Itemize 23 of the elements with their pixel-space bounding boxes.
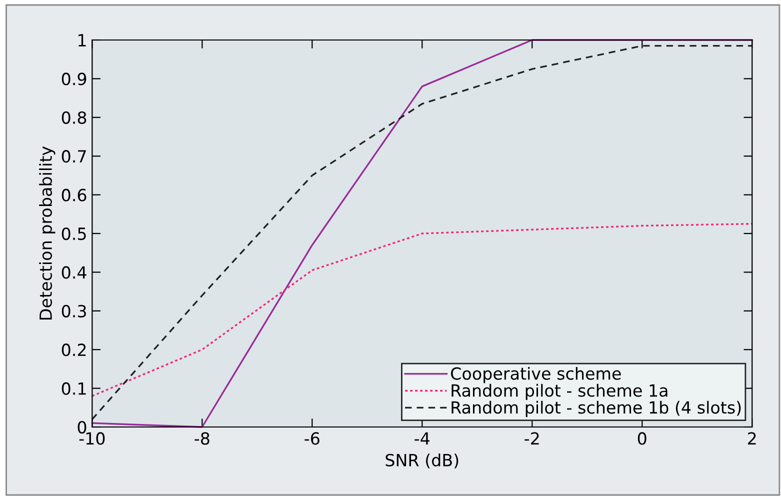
y-tick-label: 0.6 xyxy=(62,188,86,202)
legend-label: Random pilot - scheme 1a xyxy=(452,384,668,400)
x-tick-label: -6 xyxy=(304,432,320,445)
y-tick-label: 0 xyxy=(78,420,86,434)
y-tick-label: 0.8 xyxy=(62,111,86,124)
y-tick-label: 0.2 xyxy=(62,344,86,356)
y-tick-label: 0.7 xyxy=(62,150,86,163)
x-tick-label: -4 xyxy=(414,432,430,445)
x-tick-label: 0 xyxy=(638,432,646,445)
y-tick-label: 0.5 xyxy=(62,227,86,240)
y-tick-label: 0.1 xyxy=(62,382,86,395)
y-tick-label: 1 xyxy=(78,34,86,46)
legend-label: Random pilot - scheme 1b (4 slots) xyxy=(452,400,741,417)
x-tick-label: 2 xyxy=(748,432,756,445)
y-tick-label: 0.9 xyxy=(62,72,86,86)
legend-label: Cooperative scheme xyxy=(451,366,621,384)
y-tick-label: 0.3 xyxy=(62,304,86,318)
y-tick-label: 0.4 xyxy=(62,266,86,279)
x-axis-title: SNR (dB) xyxy=(386,454,458,468)
x-tick-label: -2 xyxy=(524,432,539,445)
y-axis-title: Detection probability xyxy=(39,146,56,320)
x-tick-label: -10 xyxy=(79,432,105,445)
x-tick-label: -8 xyxy=(194,432,210,445)
